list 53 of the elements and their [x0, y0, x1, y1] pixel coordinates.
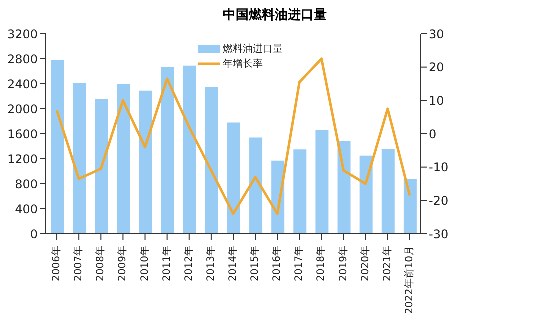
y2-tick-label: 20	[429, 60, 444, 75]
x-tick-label: 2011年	[160, 246, 173, 282]
x-tick-label: 2014年	[227, 246, 239, 282]
x-tick-label: 2019年	[337, 246, 350, 282]
y-tick-label: 3200	[7, 27, 38, 42]
line-series	[56, 58, 412, 216]
bar	[360, 156, 373, 234]
legend-label: 燃料油进口量	[223, 42, 283, 56]
x-tick-label: 2016年	[271, 246, 284, 282]
bar	[139, 90, 152, 234]
x-tick-label: 2007年	[72, 246, 85, 282]
bar	[161, 67, 174, 234]
x-tick-label: 2012年	[182, 246, 195, 282]
bar	[250, 138, 263, 234]
y-tick-label: 0	[30, 227, 38, 242]
y2-tick-label: 30	[429, 27, 444, 42]
x-tick-label: 2020年	[359, 246, 372, 282]
x-tick-label: 2022年前10月	[403, 246, 416, 314]
bar	[51, 60, 64, 234]
y-tick-label: 1200	[7, 152, 38, 166]
chart-title: 中国燃料油进口量	[222, 7, 328, 24]
x-tick-label: 2010年	[138, 246, 151, 282]
bar	[404, 179, 417, 234]
y-tick-label: 800	[15, 177, 38, 192]
bar	[338, 142, 351, 234]
y-tick-label: 400	[15, 202, 38, 216]
x-tick-label: 2009年	[116, 246, 129, 282]
y-tick-label: 2800	[7, 52, 38, 66]
y2-tick-label: 0	[429, 127, 437, 142]
bar	[73, 83, 86, 234]
y2-tick-label: 10	[429, 94, 444, 108]
bar	[316, 130, 329, 234]
x-tick-label: 2013年	[204, 246, 217, 282]
bar	[95, 99, 108, 234]
x-tick-label: 2021年	[381, 246, 394, 282]
x-tick-label: 2008年	[94, 246, 107, 282]
bar	[205, 87, 218, 234]
y2-tick-label: -30	[429, 227, 449, 242]
x-tick-label: 2018年	[315, 246, 328, 282]
y2-tick-label: -10	[429, 160, 449, 175]
x-tick-label: 2017年	[293, 246, 306, 282]
bar	[117, 84, 130, 234]
bar	[227, 122, 240, 234]
bar	[294, 150, 307, 234]
bar	[183, 66, 196, 234]
y-tick-label: 2400	[7, 77, 38, 92]
y-tick-label: 2000	[7, 102, 38, 116]
legend-label: 年增长率	[223, 58, 263, 70]
y-tick-label: 1600	[7, 127, 38, 142]
bar	[382, 149, 395, 234]
x-tick-label: 2006年	[50, 246, 63, 282]
y2-tick-label: -20	[429, 194, 449, 208]
x-tick-label: 2015年	[249, 246, 262, 282]
